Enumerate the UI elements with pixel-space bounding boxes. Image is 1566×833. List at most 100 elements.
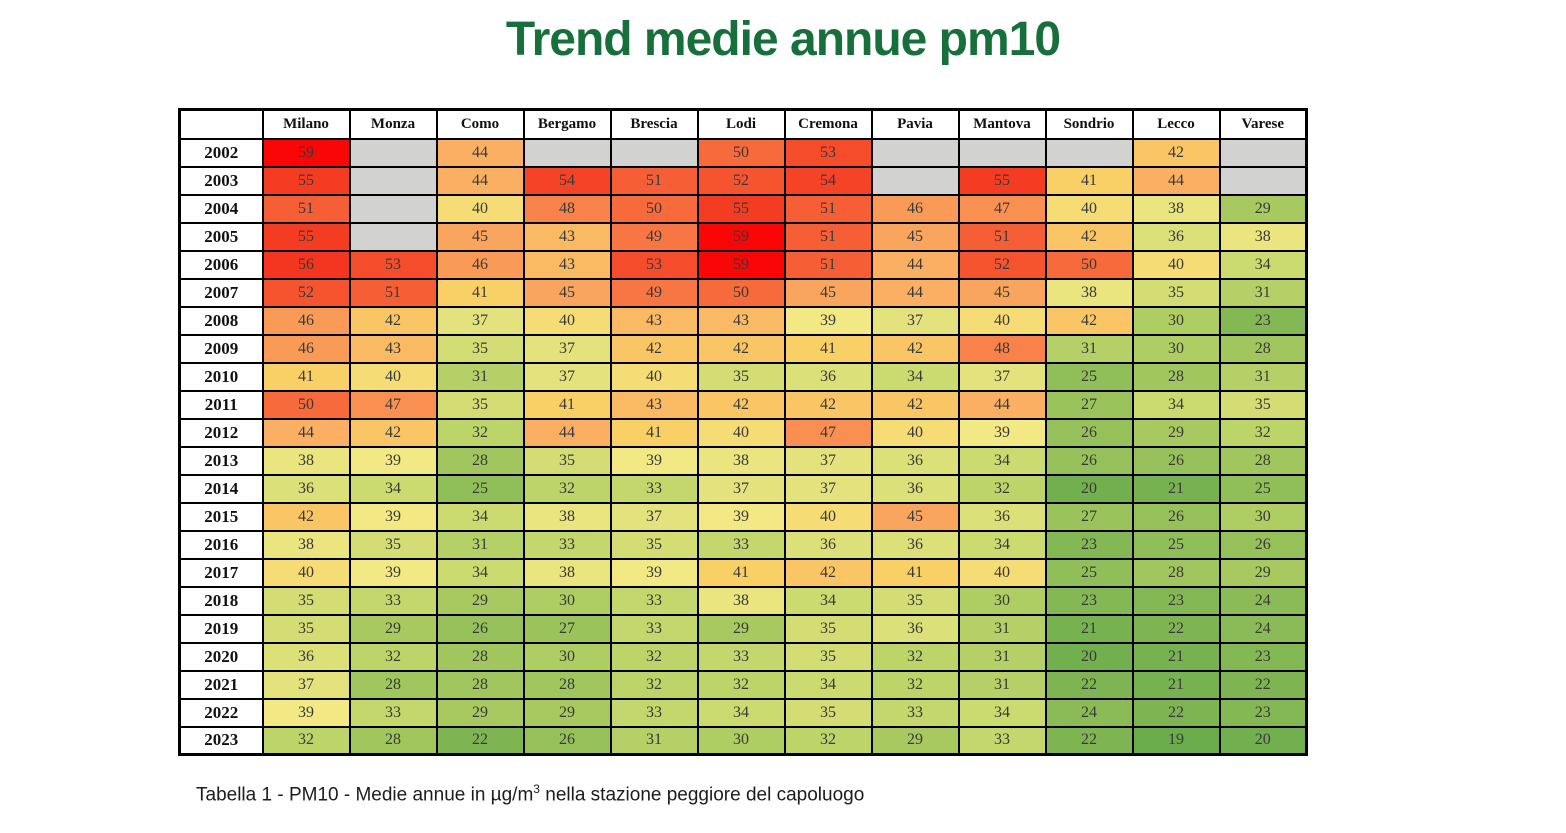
value-cell: 34 (783, 585, 873, 616)
column-header-mantova: Mantova (957, 108, 1047, 140)
value-cell: 38 (522, 501, 612, 532)
value-cell: 54 (783, 165, 873, 196)
value-cell: 38 (261, 529, 351, 560)
value-cell: 33 (609, 585, 699, 616)
caption-superscript: 3 (533, 782, 540, 796)
value-cell: 42 (783, 557, 873, 588)
value-cell: 38 (1044, 277, 1134, 308)
value-cell: 39 (609, 557, 699, 588)
row-header-year: 2012 (178, 417, 264, 448)
value-cell: 42 (348, 305, 438, 336)
value-cell: 24 (1218, 613, 1308, 644)
value-cell: 36 (870, 529, 960, 560)
value-cell: 34 (696, 697, 786, 728)
row-header-year: 2007 (178, 277, 264, 308)
value-cell: 52 (957, 249, 1047, 280)
value-cell: 42 (609, 333, 699, 364)
value-cell: 42 (261, 501, 351, 532)
empty-cell (348, 221, 438, 252)
value-cell: 30 (1218, 501, 1308, 532)
value-cell: 33 (609, 613, 699, 644)
table-row: 2017 40 39 34 38 39 41 42 41 40 25 28 29 (178, 557, 1308, 588)
row-header-year: 2004 (178, 193, 264, 224)
value-cell: 40 (957, 557, 1047, 588)
value-cell: 25 (1044, 557, 1134, 588)
value-cell: 24 (1044, 697, 1134, 728)
table-row: 2008 46 42 37 40 43 43 39 37 40 42 30 23 (178, 305, 1308, 336)
table-row: 2007 52 51 41 45 49 50 45 44 45 38 35 31 (178, 277, 1308, 308)
value-cell: 45 (957, 277, 1047, 308)
value-cell: 37 (957, 361, 1047, 392)
value-cell: 32 (783, 725, 873, 756)
value-cell: 54 (522, 165, 612, 196)
row-header-year: 2022 (178, 697, 264, 728)
value-cell: 28 (435, 641, 525, 672)
value-cell: 32 (870, 669, 960, 700)
value-cell: 25 (435, 473, 525, 504)
value-cell: 34 (1131, 389, 1221, 420)
value-cell: 30 (1131, 333, 1221, 364)
value-cell: 44 (870, 277, 960, 308)
value-cell: 40 (870, 417, 960, 448)
value-cell: 34 (870, 361, 960, 392)
table-row: 2011 50 47 35 41 43 42 42 42 44 27 34 35 (178, 389, 1308, 420)
value-cell: 38 (1218, 221, 1308, 252)
value-cell: 51 (348, 277, 438, 308)
value-cell: 28 (522, 669, 612, 700)
value-cell: 41 (609, 417, 699, 448)
value-cell: 22 (435, 725, 525, 756)
row-header-year: 2018 (178, 585, 264, 616)
value-cell: 43 (348, 333, 438, 364)
value-cell: 51 (783, 249, 873, 280)
value-cell: 47 (957, 193, 1047, 224)
empty-cell (1044, 137, 1134, 168)
table-row: 2005 55 45 43 49 59 51 45 51 42 36 38 (178, 221, 1308, 252)
value-cell: 32 (870, 641, 960, 672)
value-cell: 29 (696, 613, 786, 644)
value-cell: 44 (957, 389, 1047, 420)
table-header: Milano Monza Como Bergamo Brescia Lodi Cremona… (178, 108, 1308, 140)
value-cell: 28 (1131, 361, 1221, 392)
value-cell: 35 (783, 641, 873, 672)
value-cell: 42 (696, 389, 786, 420)
value-cell: 36 (957, 501, 1047, 532)
value-cell: 51 (783, 221, 873, 252)
column-header-sondrio: Sondrio (1044, 108, 1134, 140)
value-cell: 28 (1131, 557, 1221, 588)
value-cell: 42 (348, 417, 438, 448)
value-cell: 51 (957, 221, 1047, 252)
value-cell: 44 (1131, 165, 1221, 196)
value-cell: 26 (1044, 445, 1134, 476)
value-cell: 50 (696, 277, 786, 308)
value-cell: 41 (261, 361, 351, 392)
value-cell: 39 (957, 417, 1047, 448)
value-cell: 47 (783, 417, 873, 448)
value-cell: 55 (261, 221, 351, 252)
value-cell: 53 (783, 137, 873, 168)
table-row: 2009 46 43 35 37 42 42 41 42 48 31 30 28 (178, 333, 1308, 364)
value-cell: 32 (1218, 417, 1308, 448)
value-cell: 44 (870, 249, 960, 280)
table-row: 2004 51 40 48 50 55 51 46 47 40 38 29 (178, 193, 1308, 224)
value-cell: 37 (783, 473, 873, 504)
value-cell: 36 (783, 529, 873, 560)
table-row: 2012 44 42 32 44 41 40 47 40 39 26 29 32 (178, 417, 1308, 448)
value-cell: 31 (957, 641, 1047, 672)
value-cell: 23 (1131, 585, 1221, 616)
value-cell: 34 (1218, 249, 1308, 280)
value-cell: 28 (435, 445, 525, 476)
value-cell: 34 (435, 557, 525, 588)
value-cell: 40 (435, 193, 525, 224)
value-cell: 34 (957, 529, 1047, 560)
value-cell: 49 (609, 221, 699, 252)
value-cell: 42 (1044, 305, 1134, 336)
value-cell: 50 (1044, 249, 1134, 280)
value-cell: 36 (261, 473, 351, 504)
value-cell: 32 (696, 669, 786, 700)
value-cell: 37 (696, 473, 786, 504)
value-cell: 19 (1131, 725, 1221, 756)
value-cell: 46 (870, 193, 960, 224)
value-cell: 41 (522, 389, 612, 420)
value-cell: 31 (957, 669, 1047, 700)
value-cell: 35 (261, 613, 351, 644)
